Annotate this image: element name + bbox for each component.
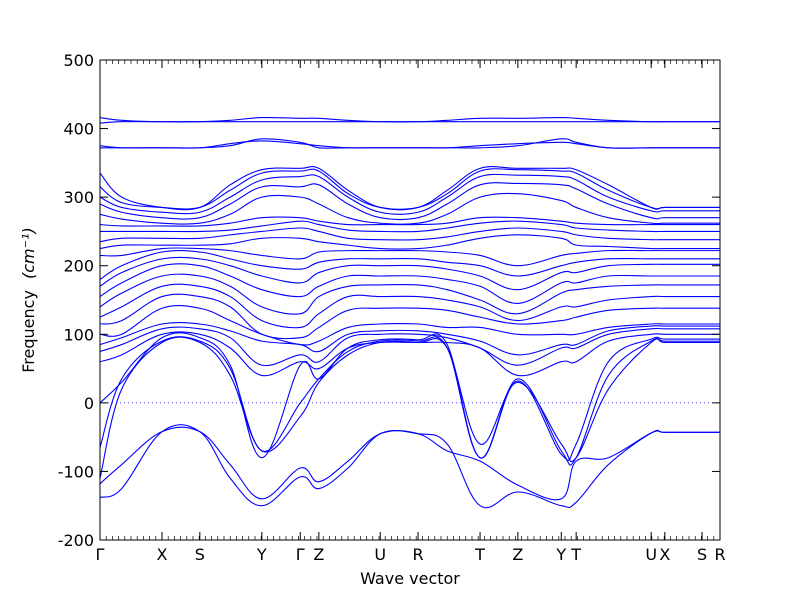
band-line-19 — [100, 220, 720, 233]
band-line-17 — [99, 234, 720, 250]
y-axis-label: Frequency (cm⁻¹) — [19, 227, 38, 372]
band-lines — [99, 116, 721, 509]
x-axis-minor-ticks — [99, 60, 721, 540]
y-tick-label: 400 — [63, 120, 94, 139]
band-line-24 — [99, 168, 720, 210]
y-tick-label: 500 — [63, 51, 94, 70]
band-line-11 — [99, 283, 720, 329]
x-tick-label: Y — [256, 545, 267, 564]
band-line-6 — [99, 331, 720, 377]
band-line-18 — [99, 227, 720, 243]
x-tick-label: X — [157, 545, 168, 564]
band-line-7 — [99, 326, 721, 367]
band-line-15 — [99, 250, 720, 280]
x-tick-label: Z — [512, 545, 523, 564]
y-tick-label: -100 — [58, 462, 94, 481]
band-line-4 — [99, 336, 720, 466]
x-tick-label: T — [570, 545, 581, 564]
band-line-27 — [99, 140, 720, 149]
y-axis-ticks: -200 -100 0 100 200 300 400 500 — [58, 51, 720, 550]
band-line-26 — [99, 138, 720, 149]
x-tick-label: S — [195, 545, 205, 564]
y-tick-label: -200 — [58, 531, 94, 550]
band-line-23 — [99, 173, 720, 215]
x-tick-label: Z — [313, 545, 324, 564]
band-line-20 — [99, 216, 720, 227]
plot-frame — [99, 59, 721, 541]
band-line-10 — [99, 293, 720, 340]
y-axis-label-text: Frequency — [19, 290, 38, 373]
x-tick-label: R — [412, 545, 423, 564]
band-line-29 — [99, 116, 720, 123]
x-tick-label: T — [474, 545, 485, 564]
x-tick-label: X — [659, 545, 670, 564]
x-tick-label: R — [714, 545, 725, 564]
band-line-21 — [99, 192, 720, 225]
band-line-3 — [99, 336, 720, 479]
band-line-12 — [99, 273, 720, 315]
x-tick-label: Γ — [96, 545, 105, 564]
x-tick-label: U — [645, 545, 657, 564]
x-tick-label: S — [697, 545, 707, 564]
band-line-2 — [99, 426, 720, 501]
y-axis-label-unit: (cm⁻¹) — [19, 227, 38, 279]
band-line-16 — [99, 247, 720, 267]
band-line-14 — [99, 256, 720, 291]
y-tick-label: 300 — [63, 188, 94, 207]
band-line-25 — [99, 165, 720, 211]
band-line-1 — [99, 424, 720, 509]
band-line-8 — [99, 322, 720, 356]
x-tick-label: Γ — [296, 545, 305, 564]
band-line-9 — [99, 305, 720, 346]
band-line-22 — [99, 182, 720, 221]
band-line-13 — [99, 263, 720, 304]
x-tick-label: U — [374, 545, 386, 564]
x-tick-label: Y — [555, 545, 566, 564]
y-tick-label: 100 — [63, 325, 94, 344]
y-tick-label: 0 — [84, 394, 94, 413]
y-tick-label: 200 — [63, 257, 94, 276]
band-line-5 — [99, 332, 720, 461]
x-axis-label: Wave vector — [360, 569, 460, 588]
